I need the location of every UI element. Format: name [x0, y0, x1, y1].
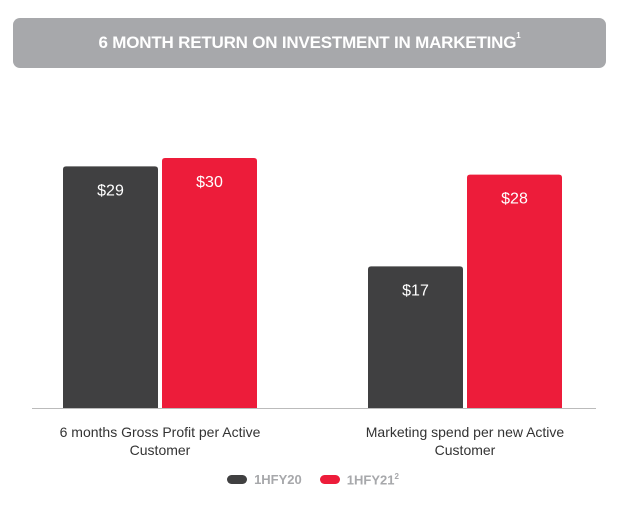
- chart-title-bar: 6 MONTH RETURN ON INVESTMENT IN MARKETIN…: [13, 18, 606, 68]
- data-label: $17: [402, 282, 429, 299]
- chart-title: 6 MONTH RETURN ON INVESTMENT IN MARKETIN…: [98, 31, 521, 52]
- legend-label: 1HFY20: [254, 472, 302, 488]
- data-label: $28: [501, 191, 528, 208]
- legend-swatch: [227, 475, 248, 485]
- legend-swatch: [319, 475, 340, 485]
- category-label-gross-profit: 6 months Gross Profit per Active Custome…: [59, 424, 261, 458]
- bar-1hfy21-0: [162, 158, 257, 408]
- legend: 1HFY20 1HFY212: [0, 472, 626, 487]
- bar-1hfy21-1: [467, 174, 562, 408]
- legend-item-1hfy21: 1HFY212: [319, 472, 399, 488]
- bar-1hfy20-1: [368, 266, 463, 408]
- legend-label: 1HFY212: [346, 472, 399, 488]
- bar-1hfy20-0: [63, 166, 158, 408]
- legend-item-1hfy20: 1HFY20: [227, 472, 302, 487]
- data-label: $30: [196, 174, 223, 191]
- data-label: $29: [97, 182, 124, 199]
- category-label-marketing-spend: Marketing spend per new Active Customer: [365, 424, 565, 458]
